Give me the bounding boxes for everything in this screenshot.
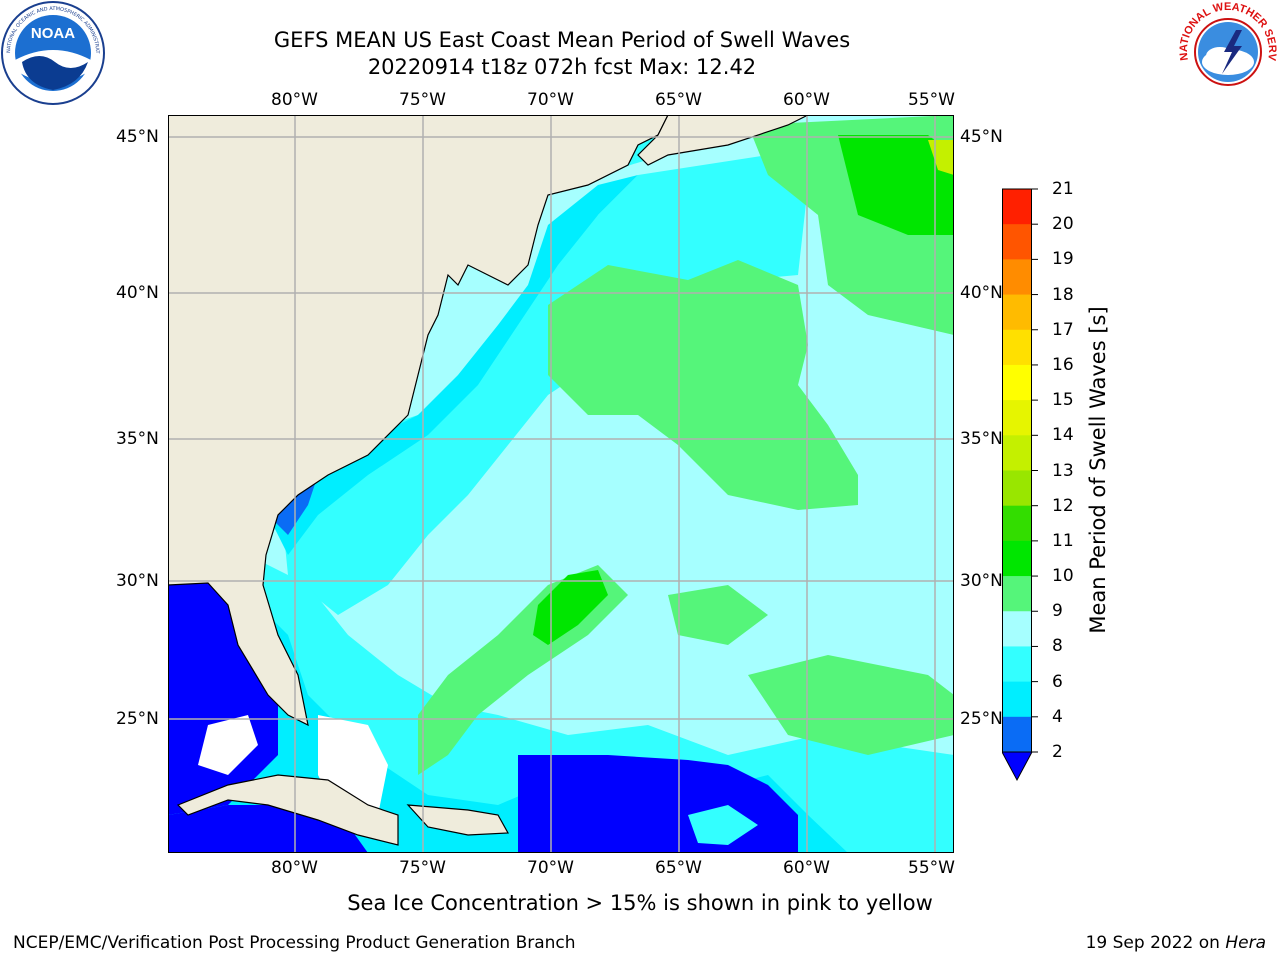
lon-label-bottom-55w: 55°W: [908, 858, 955, 878]
colorbar-segment: [1002, 540, 1032, 577]
colorbar-tick-label: 17: [1052, 319, 1074, 340]
colorbar-segment: [1002, 364, 1032, 401]
lat-label-right-40n: 40°N: [960, 283, 1003, 303]
map-plot: [168, 115, 954, 853]
colorbar-tick-label: 19: [1052, 249, 1074, 270]
colorbar-tick-label: 4: [1052, 706, 1063, 727]
colorbar-segment: [1002, 435, 1032, 471]
lon-label-bottom-60w: 60°W: [783, 858, 830, 878]
lon-label-top-80w: 80°W: [271, 90, 318, 110]
map-subtitle: 20220914 t18z 072h fcst Max: 12.42: [367, 55, 757, 79]
lat-label-left-30n: 30°N: [116, 571, 159, 591]
colorbar-segment: [1002, 611, 1032, 647]
lon-label-bottom-65w: 65°W: [655, 858, 702, 878]
colorbar-segment: [1002, 646, 1032, 683]
colorbar-tick-label: 15: [1052, 390, 1074, 411]
colorbar-tick-label: 12: [1052, 495, 1074, 516]
colorbar-tick-label: 9: [1052, 601, 1063, 622]
land-nova-scotia: [637, 115, 809, 166]
lon-label-top-70w: 70°W: [527, 90, 574, 110]
swell-zone-4-6s: [268, 175, 638, 555]
colorbar-segment: [1002, 470, 1032, 507]
lon-label-top-60w: 60°W: [783, 90, 830, 110]
no-data-gulf: [198, 715, 258, 775]
colorbar-segment: [1002, 329, 1032, 366]
colorbar-tick-label: 6: [1052, 671, 1063, 692]
colorbar-tick-label: 14: [1052, 425, 1074, 446]
swell-zone-9-10s-east: [748, 655, 954, 755]
lat-label-right-45n: 45°N: [960, 127, 1003, 147]
lon-label-bottom-80w: 80°W: [271, 858, 318, 878]
footer-credit: NCEP/EMC/Verification Post Processing Pr…: [13, 933, 576, 953]
svg-text:NOAA: NOAA: [31, 25, 75, 42]
colorbar-segment: [1002, 224, 1032, 260]
colorbar-tick-label: 11: [1052, 530, 1074, 551]
lat-label-right-35n: 35°N: [960, 429, 1003, 449]
colorbar-under-extension: [1002, 751, 1033, 782]
colorbar-tick-label: 18: [1052, 284, 1074, 305]
colorbar-segment: [1002, 681, 1032, 718]
noaa-logo: NOAA NATIONAL OCEANIC AND ATMOSPHERIC AD…: [0, 0, 105, 105]
lon-label-bottom-70w: 70°W: [527, 858, 574, 878]
sea-ice-note: Sea Ice Concentration > 15% is shown in …: [347, 891, 933, 915]
colorbar-title: Mean Period of Swell Waves [s]: [1086, 306, 1110, 634]
swell-zone-6-8s: [278, 155, 808, 615]
colorbar: [1002, 188, 1038, 782]
lat-label-left-35n: 35°N: [116, 429, 159, 449]
colorbar-segment: [1002, 294, 1032, 331]
lat-label-right-25n: 25°N: [960, 709, 1003, 729]
colorbar-tick-label: 21: [1052, 179, 1074, 199]
footer-host: Hera: [1225, 933, 1266, 953]
colorbar-tick-label: 8: [1052, 636, 1063, 657]
swell-zone-9-10s-central: [548, 260, 858, 510]
colorbar-tick-label: 16: [1052, 354, 1074, 375]
land-hispaniola: [406, 804, 509, 836]
land-cuba: [176, 774, 399, 846]
lon-label-top-65w: 65°W: [655, 90, 702, 110]
swell-zone-10-11s-northeast: [838, 135, 954, 235]
colorbar-segment: [1002, 259, 1032, 296]
map-frame: [168, 115, 954, 853]
graticule: [168, 115, 954, 853]
nws-logo: NATIONAL WEATHER SERVICE: [1176, 0, 1278, 102]
colorbar-tick-label: 13: [1052, 460, 1074, 481]
colorbar-segment: [1002, 189, 1032, 225]
lat-label-left-45n: 45°N: [116, 127, 159, 147]
colorbar-segment: [1002, 716, 1032, 753]
colorbar-tick-label: 20: [1052, 214, 1074, 235]
colorbar-tick-label: 2: [1052, 742, 1063, 762]
lat-label-right-30n: 30°N: [960, 571, 1003, 591]
map-title: GEFS MEAN US East Coast Mean Period of S…: [273, 28, 851, 52]
lon-label-top-75w: 75°W: [399, 90, 446, 110]
colorbar-tick-label: 10: [1052, 566, 1074, 587]
swell-zone-9-10s-patch: [668, 585, 768, 645]
swell-zone-6-8s-pocket: [688, 805, 758, 845]
lat-label-left-40n: 40°N: [116, 283, 159, 303]
lat-label-left-25n: 25°N: [116, 709, 159, 729]
land-north-america: [168, 115, 669, 727]
lon-label-bottom-75w: 75°W: [399, 858, 446, 878]
colorbar-segment: [1002, 576, 1032, 612]
colorbar-segment: [1002, 400, 1032, 436]
colorbar-frame: [1002, 188, 1032, 753]
footer-date: 19 Sep 2022 on Hera: [1085, 933, 1266, 953]
lon-label-top-55w: 55°W: [908, 90, 955, 110]
colorbar-segment: [1002, 505, 1032, 542]
